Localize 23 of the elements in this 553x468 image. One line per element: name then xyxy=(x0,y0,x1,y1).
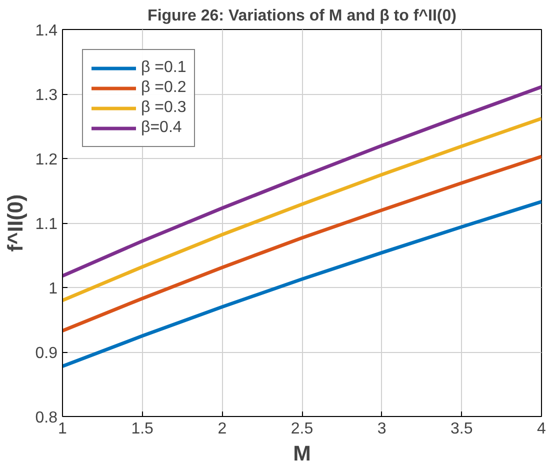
line-series xyxy=(62,154,542,332)
y-tick-label: 1.1 xyxy=(35,216,58,233)
x-axis-title: M xyxy=(293,442,311,466)
legend-label: β =0.2 xyxy=(141,79,186,97)
x-tick-label: 2 xyxy=(218,420,227,438)
x-tick-label: 3 xyxy=(377,420,386,438)
y-tick-label: 0.8 xyxy=(35,410,58,426)
legend-label: β=0.4 xyxy=(141,119,182,137)
line-series xyxy=(62,200,542,368)
y-tick-label: 1 xyxy=(48,280,58,298)
y-tick-label: 1.2 xyxy=(35,152,58,168)
x-tick-label: 2.5 xyxy=(290,420,314,438)
legend-label: β =0.1 xyxy=(141,59,186,77)
x-tick-label: 1.5 xyxy=(131,420,154,438)
y-tick-label: 1.3 xyxy=(35,87,58,104)
y-axis-title: f^II(0) xyxy=(3,194,28,252)
chart-title: Figure 26: Variations of M and β to f^II(0) xyxy=(148,8,456,24)
x-tick-label: 4 xyxy=(537,420,546,438)
y-tick-label: 0.9 xyxy=(35,345,58,362)
x-tick-label: 3.5 xyxy=(450,420,473,438)
legend-label: β =0.3 xyxy=(141,99,186,117)
line-series xyxy=(62,116,542,302)
y-tick-label: 1.4 xyxy=(35,22,58,40)
